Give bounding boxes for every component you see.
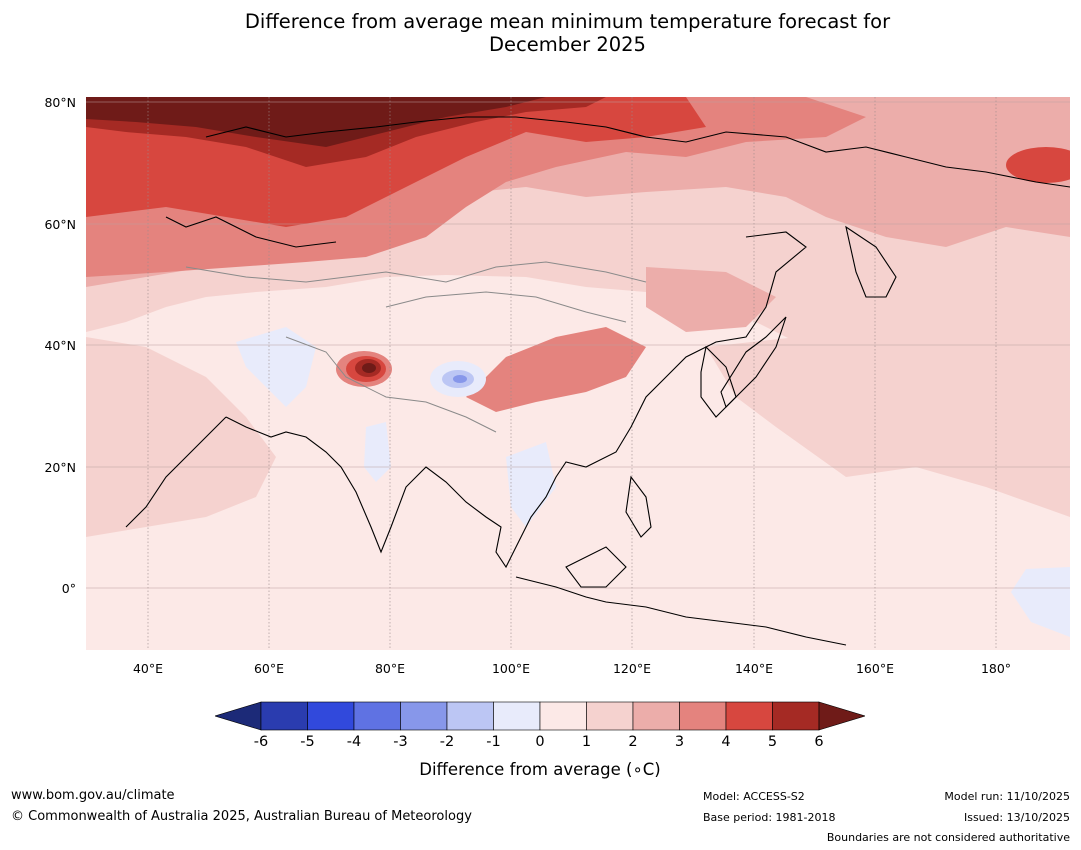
colorbar-cell (586, 701, 634, 731)
colorbar-tick-label: 1 (581, 734, 592, 750)
lat-label-60n: 60°N (44, 217, 76, 232)
colorbar-tick-label: -5 (300, 734, 315, 750)
lon-label-140e: 140°E (734, 661, 773, 676)
cool-patch-pacific (1011, 567, 1070, 637)
coastlines (125, 116, 1070, 646)
hotspot-core (362, 363, 376, 373)
colorbar-cells (215, 701, 865, 731)
colorbar-tick-label: -4 (346, 734, 362, 750)
footer-model-run: Model run: 11/10/2025 (944, 790, 1070, 803)
korea-coast (700, 345, 737, 418)
colorbar-cell (539, 701, 587, 731)
colorbar-tick-label: 5 (767, 734, 778, 750)
himalaya-border (285, 336, 497, 433)
anomaly-3-4-china (466, 327, 646, 412)
colorbar-cell (725, 701, 773, 731)
asia-south-east-coast (225, 231, 807, 569)
footer-base-period: Base period: 1981-2018 (703, 811, 836, 824)
colorbar-cell (353, 701, 401, 731)
colorbar-tick-label: 6 (814, 734, 824, 750)
colorbar-tick-label: -3 (393, 734, 408, 750)
title-line-1: Difference from average mean minimum tem… (244, 10, 891, 33)
chart-title: Difference from average mean minimum tem… (0, 10, 1081, 56)
colorbar-label: Difference from average (∘C) (419, 760, 661, 779)
cool-patch-central-asia (236, 327, 316, 407)
anomaly-6-plus-north (86, 97, 546, 147)
anomaly-1-2-pacific (706, 307, 1070, 517)
lon-label-160e: 160°E (855, 661, 894, 676)
colorbar-cell (632, 701, 680, 731)
footer-website: www.bom.gov.au/climate (11, 788, 175, 803)
lon-label-180: 180° (980, 661, 1012, 676)
parallel-grid (86, 101, 1070, 589)
lon-label-60e: 60°E (253, 661, 285, 676)
forecast-map (86, 97, 1070, 650)
footer-copyright: © Commonwealth of Australia 2025, Austra… (11, 809, 472, 824)
lon-label-100e: 100°E (491, 661, 530, 676)
baltic-coast (165, 216, 337, 248)
colorbar-tick-label: 3 (674, 734, 685, 750)
mongolia-border (385, 291, 627, 323)
colorbar-cell (260, 701, 308, 731)
colorbar-cell (446, 701, 494, 731)
colorbar-cell (307, 701, 355, 731)
japan-coast (720, 316, 787, 409)
kamchatka-coast (845, 225, 897, 298)
anomaly-2-3-manchuria (646, 267, 776, 332)
colorbar-tick-label: 0 (535, 734, 545, 750)
footer-disclaimer: Boundaries are not considered authoritat… (826, 831, 1070, 844)
indonesia-coast (515, 576, 847, 646)
colorbar-cell (772, 701, 820, 731)
colorbar-cell (679, 701, 727, 731)
colorbar-tick-label: -2 (439, 734, 455, 750)
anomaly-1-2-west (86, 337, 276, 537)
footer-model: Model: ACCESS-S2 (703, 790, 805, 803)
lat-label-20n: 20°N (44, 460, 76, 475)
colorbar-tick-label: -1 (486, 734, 501, 750)
philippines-coast (625, 475, 652, 538)
country-borders (185, 261, 647, 433)
colorbar-arrow-high (818, 701, 865, 731)
lat-label-80n: 80°N (44, 95, 76, 110)
colorbar-arrow-low (215, 701, 262, 731)
lon-label-120e: 120°E (612, 661, 651, 676)
colorbar (215, 701, 865, 731)
title-line-2: December 2025 (489, 33, 646, 56)
lat-label-0: 0° (61, 581, 76, 596)
russia-border (185, 261, 647, 283)
lon-label-80e: 80°E (374, 661, 406, 676)
colorbar-tick-label: 2 (628, 734, 638, 750)
cool-patch-tibet-core (453, 375, 467, 383)
colorbar-cell (493, 701, 541, 731)
borneo-coast (565, 546, 627, 588)
cool-patch-indochina (506, 442, 556, 527)
forecast-map-svg (86, 97, 1070, 650)
footer-issued: Issued: 13/10/2025 (963, 811, 1070, 824)
lat-label-40n: 40°N (44, 338, 76, 353)
meridian-grid (147, 97, 997, 650)
lon-label-40e: 40°E (132, 661, 164, 676)
colorbar-cell (400, 701, 448, 731)
arabia-coast (125, 416, 227, 528)
colorbar-tick-label: -6 (253, 734, 269, 750)
arctic-coast (205, 116, 1070, 188)
anomaly-4-5-east (1006, 147, 1070, 183)
colorbar-tick-label: 4 (721, 734, 731, 750)
